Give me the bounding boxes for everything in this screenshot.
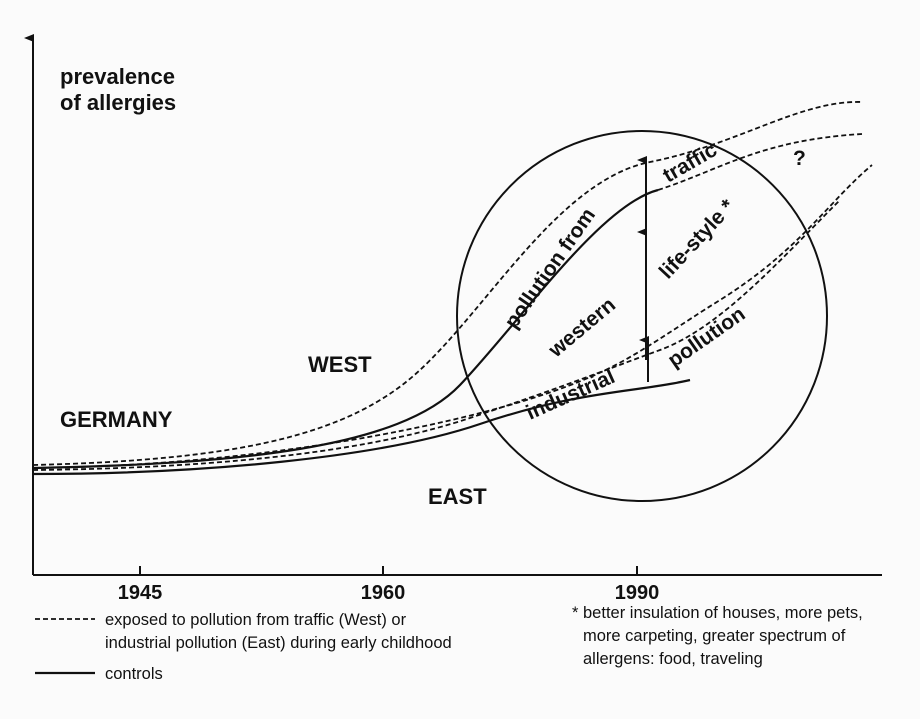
x-tick-label: 1945 xyxy=(118,582,163,604)
x-tick-label: 1960 xyxy=(361,582,406,604)
axis-label: of allergies xyxy=(60,90,176,115)
legend-text: exposed to pollution from traffic (West)… xyxy=(105,611,407,629)
region-label: WEST xyxy=(308,352,372,377)
legend-text: controls xyxy=(105,665,163,683)
west-exposed-curve xyxy=(32,101,863,466)
projection-curve xyxy=(657,133,863,191)
axis-label: prevalence xyxy=(60,64,175,89)
footnote: more carpeting, greater spectrum of xyxy=(583,627,846,645)
west-control-curve xyxy=(32,188,659,470)
east-exposed-curve xyxy=(32,164,873,469)
region-label: EAST xyxy=(428,484,487,509)
projection-curve xyxy=(32,199,841,471)
curve-label: pollution xyxy=(664,302,750,372)
x-tick-label: 1990 xyxy=(615,582,660,604)
region-label: GERMANY xyxy=(60,407,173,432)
question-mark: ? xyxy=(793,147,806,170)
curve-label: western xyxy=(544,293,620,362)
legend-text: industrial pollution (East) during early… xyxy=(105,634,452,652)
curve-label: life-style * xyxy=(655,195,740,284)
focus-circle xyxy=(456,130,828,502)
footnote: allergens: food, traveling xyxy=(583,650,763,668)
east-control-curve xyxy=(32,378,691,476)
footnote: * better insulation of houses, more pets… xyxy=(572,604,863,622)
curve-label: traffic xyxy=(659,138,721,187)
